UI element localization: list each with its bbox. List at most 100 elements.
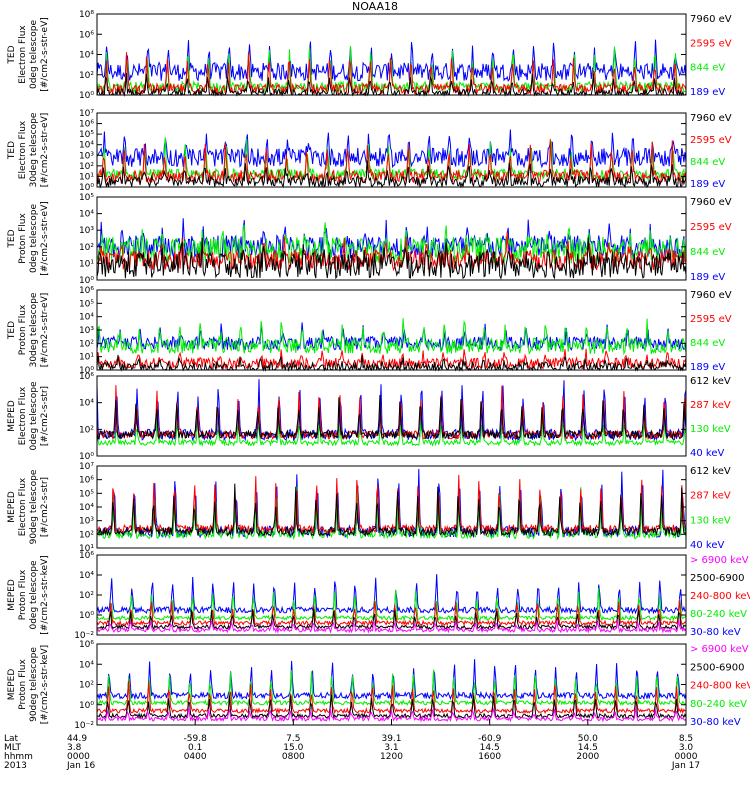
y-tick-label: 10⁰	[79, 183, 94, 193]
series-line-green-panel-7	[96, 588, 687, 622]
y-tick-label: 10⁵	[79, 130, 94, 140]
y-axis-label: TED	[7, 229, 17, 248]
y-axis-label: Proton Flux	[18, 659, 28, 710]
y-tick-label: 10⁰	[79, 611, 94, 621]
panel-frame-4	[96, 289, 687, 371]
series-line-black-panel-7	[96, 608, 687, 631]
series-line-black-panel-8	[96, 694, 687, 720]
panel-frame-5	[96, 375, 687, 457]
y-axis-label: MEPED	[7, 400, 17, 432]
y-tick-label: 10⁶	[79, 640, 94, 650]
legend-entry: 189 eV	[690, 272, 725, 283]
x-tick-label: 39.1	[381, 734, 401, 744]
y-axis-label: Proton Flux	[18, 569, 28, 620]
series-line-black-panel-3	[96, 237, 687, 280]
legend-entry: 40 keV	[690, 540, 724, 551]
y-tick-label: 10⁻²	[74, 721, 94, 731]
y-tick-label: 10⁶	[79, 30, 94, 40]
x-tick-label: 50.0	[578, 734, 598, 744]
series-line-green-panel-4	[96, 318, 687, 356]
legend-entry: 844 eV	[690, 338, 725, 349]
series-line-green-panel-5	[96, 416, 687, 448]
y-tick-label: 10²	[79, 591, 94, 601]
y-axis-label: 0deg telescope	[29, 560, 39, 630]
panel-frame-2	[96, 112, 687, 188]
x-tick-label: 3.0	[679, 743, 694, 753]
y-axis-label: TED	[7, 45, 17, 64]
legend-entry: 2500-6900	[690, 573, 745, 584]
y-axis-label: MEPED	[7, 669, 17, 701]
y-tick-label: 10²	[79, 71, 94, 81]
legend-entry: 189 eV	[690, 179, 725, 190]
series-line-blue-panel-2	[96, 129, 687, 169]
y-tick-label: 10¹	[79, 172, 94, 182]
series-line-black-panel-5	[96, 394, 687, 441]
legend-entry: 287 keV	[690, 400, 731, 411]
y-tick-label: 10¹	[79, 544, 94, 554]
legend-entry: 130 keV	[690, 515, 731, 526]
y-axis-label: TED	[7, 141, 17, 160]
series-line-magenta-panel-7	[96, 619, 687, 634]
y-tick-label: 10¹	[79, 259, 94, 269]
legend-entry: 30-80 keV	[690, 717, 741, 728]
legend-entry: 240-800 keV	[690, 591, 750, 602]
y-tick-label: 10⁶	[79, 551, 94, 561]
x-tick-label: Jan 17	[671, 761, 700, 771]
y-axis-label: [#/cm2-s-str-eV]	[40, 17, 50, 92]
x-tick-label: 1200	[380, 752, 403, 762]
legend-entry: 2500-6900	[690, 662, 745, 673]
series-line-red-panel-7	[96, 599, 687, 627]
x-tick-label: 44.9	[67, 734, 87, 744]
x-tick-label: 14.5	[578, 743, 598, 753]
y-tick-label: 10⁰	[79, 276, 94, 286]
legend-entry: 2595 eV	[690, 222, 732, 233]
y-tick-label: 10³	[79, 326, 94, 336]
y-tick-label: 10⁰	[79, 701, 94, 711]
series-line-red-panel-2	[96, 139, 687, 185]
y-axis-label: 90deg telescope	[29, 647, 39, 722]
y-tick-label: 10⁴	[79, 51, 94, 61]
series-line-red-panel-6	[96, 474, 687, 535]
x-tick-label: 14.5	[480, 743, 500, 753]
y-tick-label: 10⁻²	[74, 631, 94, 641]
y-axis-label: Proton Flux	[18, 304, 28, 355]
y-axis-label: [#/cm2-s-str-keV]	[40, 645, 50, 724]
x-tick-label: -60.9	[478, 734, 502, 744]
y-tick-label: 10⁴	[79, 141, 94, 151]
y-tick-label: 10⁵	[79, 193, 94, 203]
x-tick-label: 8.5	[679, 734, 693, 744]
legend-entry: 130 keV	[690, 424, 731, 435]
legend-entry: 30-80 keV	[690, 627, 741, 638]
x-tick-label: 3.1	[384, 743, 398, 753]
y-tick-label: 10⁰	[79, 91, 94, 101]
y-tick-label: 10²	[79, 339, 94, 349]
legend-entry: 844 eV	[690, 157, 725, 168]
x-tick-label: 0000	[67, 752, 90, 762]
y-axis-label: 30deg telescope	[29, 112, 39, 187]
y-axis-label: 90deg telescope	[29, 469, 39, 544]
legend-entry: 7960 eV	[690, 197, 732, 208]
y-axis-label: Electron Flux	[18, 25, 28, 84]
x-tick-label: 15.0	[283, 743, 303, 753]
y-tick-label: 10⁴	[79, 313, 94, 323]
y-tick-label: 10⁶	[79, 476, 94, 486]
y-tick-label: 10⁶	[79, 286, 94, 296]
y-tick-label: 10²	[79, 681, 94, 691]
legend-entry: 7960 eV	[690, 290, 732, 301]
legend-entry: 7960 eV	[690, 14, 732, 25]
y-tick-label: 10⁶	[79, 372, 94, 382]
y-axis-label: MEPED	[7, 579, 17, 611]
y-tick-label: 10⁴	[79, 660, 94, 670]
series-line-black-panel-6	[96, 483, 687, 538]
y-tick-label: 10⁰	[79, 366, 94, 376]
x-tick-label: 0400	[184, 752, 207, 762]
legend-entry: 2595 eV	[690, 314, 732, 325]
legend-entry: 2595 eV	[690, 135, 732, 146]
series-line-red-panel-4	[96, 348, 687, 370]
y-axis-label: Electron Flux	[18, 477, 28, 536]
x-row-label: MLT	[4, 743, 22, 753]
y-tick-label: 10⁴	[79, 210, 94, 220]
y-axis-label: 0deg telescope	[29, 381, 39, 451]
y-axis-label: 0deg telescope	[29, 20, 39, 90]
